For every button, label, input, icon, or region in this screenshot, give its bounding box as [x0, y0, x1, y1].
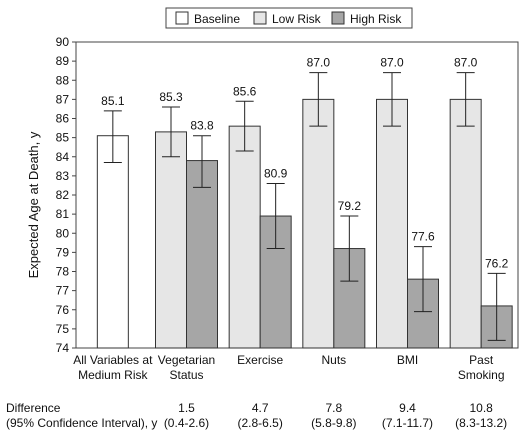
bar-low-risk — [376, 98, 408, 349]
bar-low-risk — [155, 131, 187, 349]
y-tick-label: 86 — [56, 112, 70, 126]
data-label: 79.2 — [338, 199, 362, 213]
data-label: 85.3 — [159, 90, 183, 104]
legend-swatch — [331, 11, 345, 25]
y-tick-label: 76 — [56, 303, 70, 317]
y-tick-label: 75 — [56, 322, 70, 336]
y-tick-label: 89 — [56, 54, 70, 68]
y-tick-label: 82 — [56, 188, 70, 202]
category-label: Past Smoking — [458, 353, 505, 382]
difference-value: 9.4 — [399, 401, 416, 415]
y-tick-label: 84 — [56, 150, 70, 164]
legend-label: Baseline — [194, 12, 240, 26]
y-tick-label: 77 — [56, 284, 70, 298]
y-axis-title: Expected Age at Death, y — [26, 131, 41, 278]
difference-interval: (2.8-6.5) — [237, 416, 283, 430]
difference-value: 7.8 — [325, 401, 343, 415]
data-label: 83.8 — [190, 119, 214, 133]
bars — [96, 72, 513, 349]
difference-value: 1.5 — [178, 401, 195, 415]
category-label: All Variables at Medium Risk — [73, 353, 153, 382]
y-tick-label: 83 — [56, 169, 70, 183]
difference-label-line2: (95% Confidence Interval), y — [6, 416, 158, 430]
difference-value: 10.8 — [469, 401, 493, 415]
data-label: 76.2 — [485, 256, 509, 270]
difference-cell: 4.7 (2.8-6.5) — [215, 401, 305, 431]
chart-canvas: 85.1 85.3 85.6 87.0 87.0 87.0 83.8 80.9 79.2 77.6… — [26, 7, 519, 382]
difference-cell: 7.8 (5.8-9.8) — [289, 401, 379, 431]
y-tick-label: 88 — [56, 73, 70, 87]
y-tick-label: 79 — [56, 245, 70, 259]
y-tick-label: 85 — [56, 131, 70, 145]
difference-cell: 1.5 (0.4-2.6) — [142, 401, 232, 431]
y-tick-label: 74 — [56, 341, 70, 355]
y-tick-label: 87 — [56, 92, 70, 106]
y-tick-label: 81 — [56, 207, 70, 221]
bar-low-risk — [449, 98, 482, 349]
legend-swatch — [253, 11, 267, 25]
difference-interval: (7.1-11.7) — [381, 416, 434, 430]
legend-box — [165, 7, 413, 29]
y-tick-label: 90 — [56, 35, 70, 49]
bar-high-risk — [186, 160, 218, 349]
category-label: Nuts — [321, 353, 346, 367]
difference-interval: (8.3-13.2) — [455, 416, 508, 430]
bar-low-risk — [302, 98, 335, 349]
legend-label: Low Risk — [272, 12, 322, 26]
legend: Baseline Low Risk High Risk — [165, 7, 413, 29]
y-tick-label: 78 — [56, 265, 70, 279]
difference-value: 4.7 — [251, 401, 269, 415]
data-label: 80.9 — [264, 167, 288, 181]
data-label: 87.0 — [307, 56, 331, 70]
difference-cell: 9.4 (7.1-11.7) — [363, 401, 453, 431]
category-label: BMI — [397, 353, 418, 367]
category-label: Exercise — [237, 353, 283, 367]
difference-row: Difference (95% Confidence Interval), y … — [0, 401, 520, 437]
data-label: 85.1 — [101, 94, 125, 108]
legend-label: High Risk — [350, 12, 402, 26]
difference-cell: 10.8 (8.3-13.2) — [436, 401, 520, 431]
difference-interval: (5.8-9.8) — [311, 416, 357, 430]
difference-label: Difference (95% Confidence Interval), y — [6, 401, 157, 431]
bar-low-risk — [228, 125, 261, 349]
data-labels: 85.1 85.3 85.6 87.0 87.0 87.0 83.8 80.9 79.2 77.6… — [101, 56, 509, 271]
data-label: 87.0 — [454, 56, 478, 70]
bar-baseline — [96, 135, 129, 349]
data-label: 87.0 — [380, 56, 404, 70]
legend-swatch — [175, 11, 189, 25]
data-label: 85.6 — [233, 84, 257, 98]
category-label: Vegetarian Status — [158, 353, 215, 382]
y-axis: 74 75 76 77 78 79 80 81 82 83 84 85 86 87 88 89 90 — [56, 35, 76, 355]
data-label: 77.6 — [411, 230, 435, 244]
y-tick-label: 80 — [56, 226, 70, 240]
difference-interval: (0.4-2.6) — [163, 416, 210, 430]
difference-label-line1: Difference — [6, 401, 61, 415]
